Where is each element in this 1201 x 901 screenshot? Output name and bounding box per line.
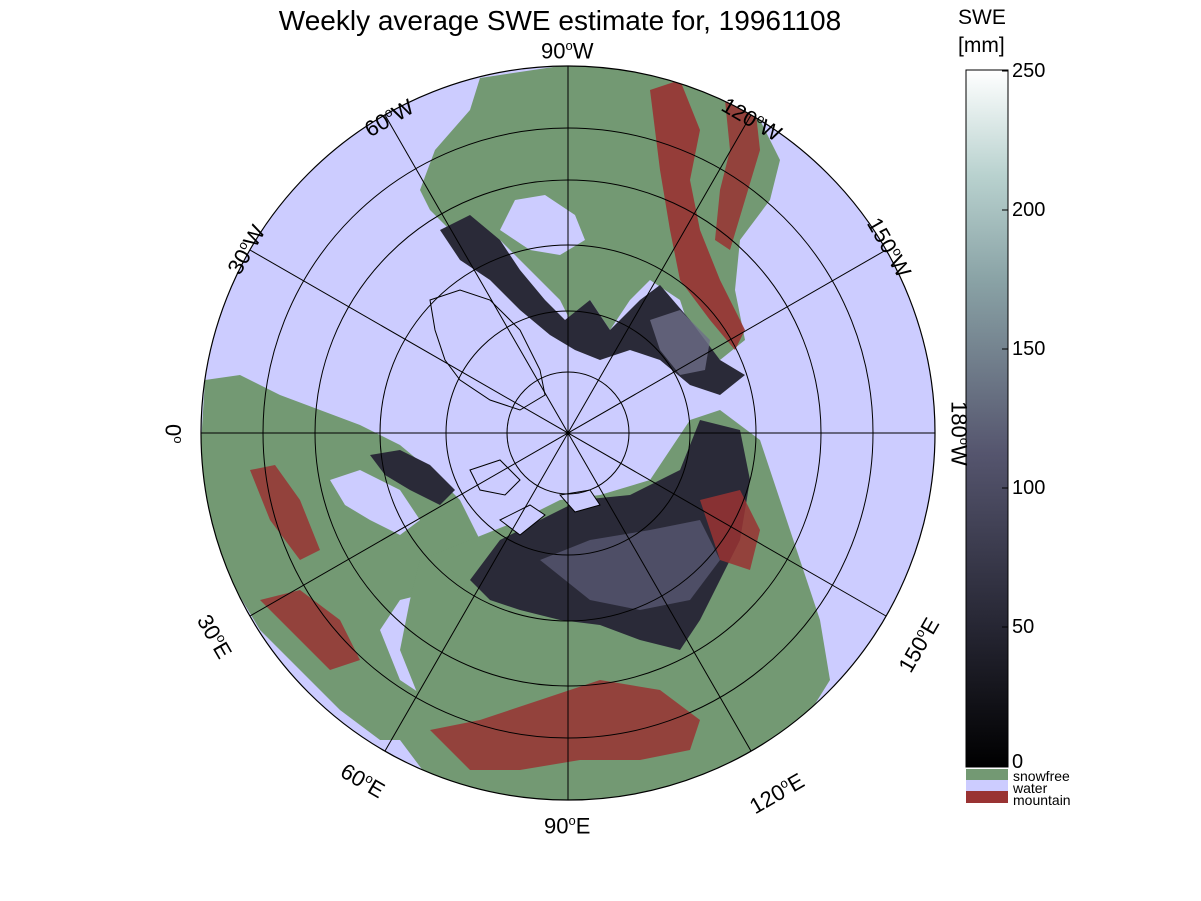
hudson-bay <box>500 195 585 255</box>
baltic-sea <box>330 470 420 535</box>
category-label-snowfree: snowfree <box>1013 768 1070 784</box>
colorbar-tick-50: 50 <box>1012 616 1035 638</box>
lon-label-90w: 90oW <box>541 38 594 64</box>
mountain-alps <box>260 590 360 670</box>
lon-label-0: 0o <box>160 424 186 444</box>
category-label-mountain: mountain <box>1013 792 1071 808</box>
land-severnaya <box>559 489 601 513</box>
colorbar-title-line1: SWE <box>958 6 1006 29</box>
snow-scandinavia <box>370 450 455 505</box>
colorbar-tick-100: 100 <box>1012 477 1046 499</box>
mountain-coast <box>715 100 760 250</box>
colorbar-tick-0: 0 <box>1012 751 1024 773</box>
land-svalbard <box>469 459 521 496</box>
colorbar-tick-150: 150 <box>1012 338 1046 360</box>
map-frame <box>200 65 936 801</box>
colorbar-title-line2: [mm] <box>958 34 1005 57</box>
colorbar-ticks <box>1002 70 1008 767</box>
mountain-europe <box>250 465 320 560</box>
mountain-east-siberia <box>700 490 760 570</box>
graticule <box>201 66 935 800</box>
colorbar-tick-250: 250 <box>1012 60 1046 82</box>
category-label-water: water <box>1013 780 1048 796</box>
lon-label-180w: 180oW <box>946 401 972 466</box>
snow-deep-alaska <box>650 310 710 375</box>
swatch-mountain <box>966 791 1008 803</box>
land-greenland <box>429 289 546 411</box>
colorbar-tick-200: 200 <box>1012 199 1046 221</box>
swatch-snowfree <box>966 769 1008 780</box>
swatch-water <box>966 780 1008 791</box>
mountain-rockies <box>650 80 745 350</box>
lon-label-90e: 90oE <box>544 813 591 839</box>
mountain-asia <box>430 680 700 770</box>
land-novaya-zemlya <box>499 504 546 536</box>
colorbar-gradient <box>965 69 1009 768</box>
map-title: Weekly average SWE estimate for, 1996110… <box>278 5 842 36</box>
